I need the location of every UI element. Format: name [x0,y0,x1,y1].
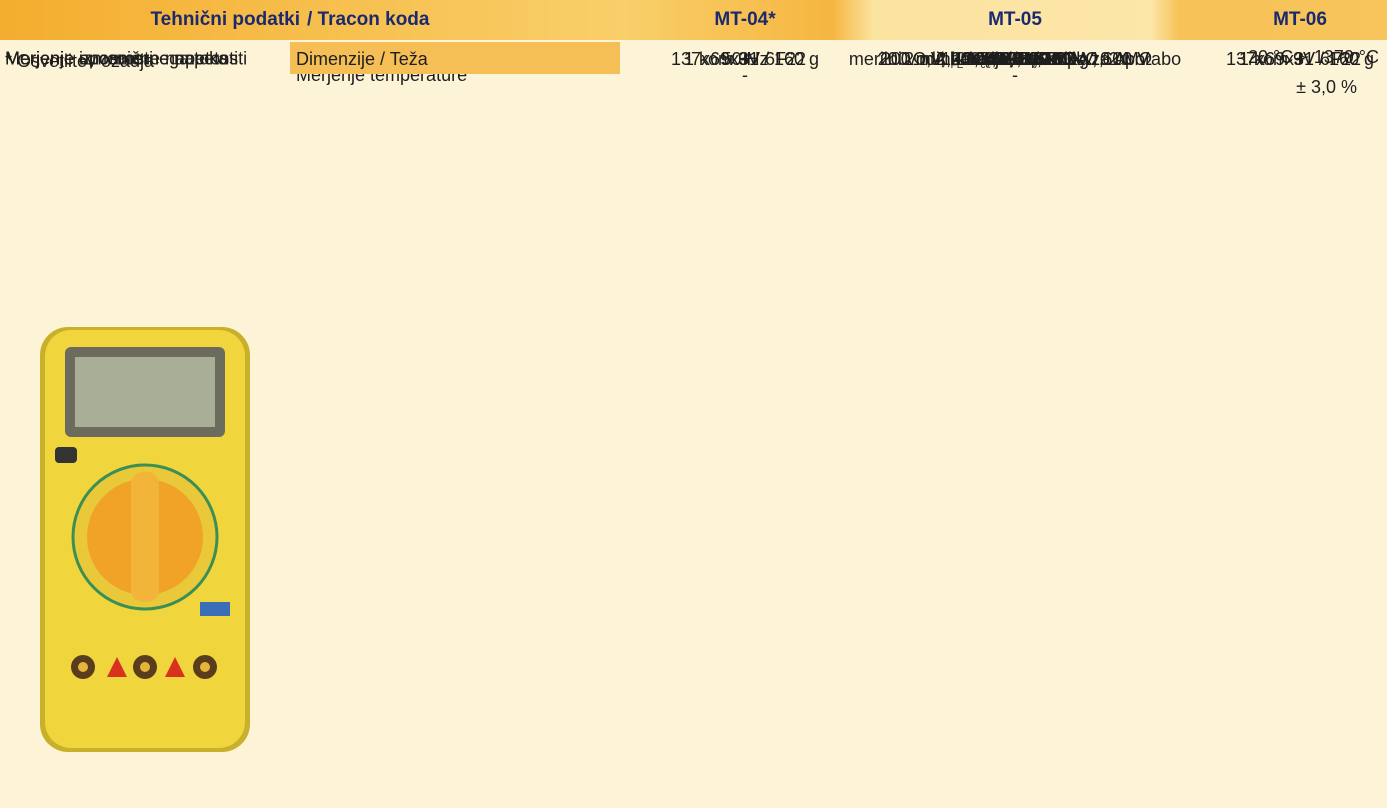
value: 137x69x31 / 160 g [1226,48,1374,70]
header-code: / Tracon koda [307,9,429,31]
image-caption: * Osvetlitev ozadja [5,50,154,72]
value-line: ± 3,0 % [1296,76,1357,98]
model-header: MT-04* [714,9,775,31]
value: 130x74x38 / 163 g [941,48,1089,70]
parameter: Dimenzije / Teža [296,48,428,70]
multimeter-photo [25,322,265,762]
value: 137x69x31 / 160 g [671,48,819,70]
model-header: MT-06 [1273,9,1327,31]
header-title: Tehnični podatki [150,9,300,31]
page: Tehnični podatki / Tracon koda MT-04* MT-05… [0,0,1387,808]
model-header: MT-05 [988,9,1042,31]
